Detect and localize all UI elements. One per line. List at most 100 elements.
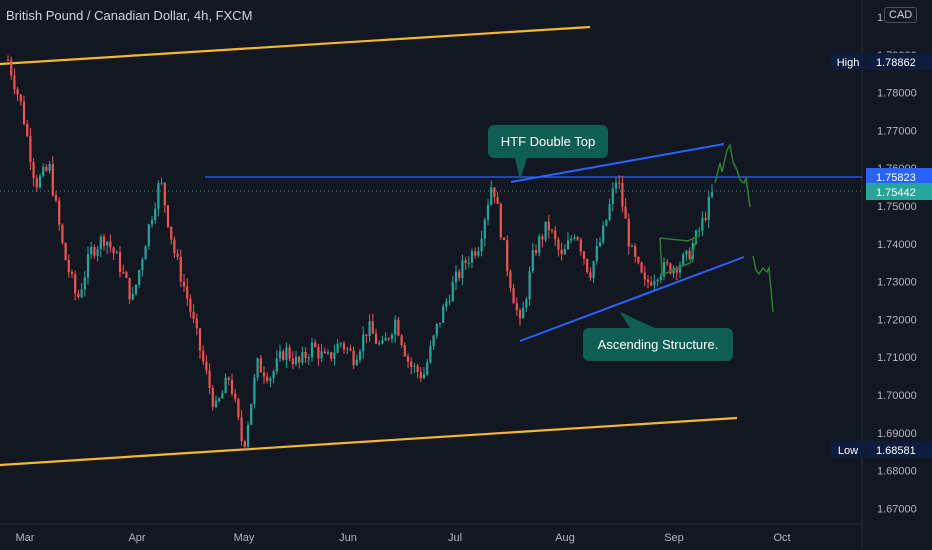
last-value: 1.75442 <box>876 187 916 199</box>
candle-down <box>541 236 544 240</box>
price-tick-label: 1.73000 <box>877 277 917 289</box>
candle-up <box>445 301 448 307</box>
candle-down <box>6 60 10 62</box>
candle-down <box>230 379 234 394</box>
candle-up <box>48 163 51 171</box>
time-tick-label: Jun <box>339 532 357 544</box>
candle-down <box>512 287 515 304</box>
candle-up <box>595 246 598 262</box>
candle-up <box>42 166 45 176</box>
lower-structure-line[interactable] <box>519 256 745 342</box>
price-tick-label: 1.74000 <box>877 239 917 251</box>
currency-badge[interactable]: CAD <box>884 7 918 23</box>
candle-down <box>237 399 240 418</box>
candle-up <box>381 340 384 344</box>
candle-up <box>566 240 570 250</box>
candle-down <box>371 321 374 334</box>
candle-down <box>179 256 182 282</box>
candle-down <box>342 343 346 350</box>
candle-down <box>547 221 550 231</box>
candle-down <box>464 260 467 264</box>
candle-up <box>115 252 118 254</box>
price-tick-label: 1.71000 <box>877 352 917 364</box>
candle-down <box>77 293 80 298</box>
candle-up <box>80 289 83 298</box>
candle-down <box>45 166 48 171</box>
candle-up <box>150 220 154 225</box>
time-axis[interactable]: Mar Apr May Jun Jul Aug Sep Oct <box>16 532 791 544</box>
candle-up <box>538 236 541 254</box>
candle-down <box>266 376 269 381</box>
candle-down <box>32 162 35 179</box>
candle-up <box>131 293 134 300</box>
candle-up <box>141 259 144 271</box>
candle-down <box>211 387 214 407</box>
candle-up <box>525 299 528 308</box>
candle-down <box>192 311 195 319</box>
candle-up <box>144 246 147 260</box>
candle-up <box>339 343 342 345</box>
candle-up <box>138 270 141 285</box>
candle-down <box>240 417 243 441</box>
price-tick-label: 1.78000 <box>877 88 917 100</box>
candle-up <box>451 282 454 302</box>
annotation-double-top-text: HTF Double Top <box>501 134 595 149</box>
candle-up <box>461 260 464 279</box>
candle-up <box>486 204 490 220</box>
price-tick-label: 1.75000 <box>877 201 917 213</box>
candle-up <box>134 284 138 294</box>
annotation-double-top[interactable]: HTF Double Top <box>488 125 608 180</box>
candle-up <box>336 343 339 353</box>
candle-down <box>26 124 29 136</box>
candle-up <box>614 182 618 189</box>
candle-up <box>483 219 486 239</box>
annotation-ascending[interactable]: Ascending Structure. <box>583 312 733 361</box>
time-tick-label: Oct <box>773 532 790 544</box>
price-tick-label: 1.69000 <box>877 428 917 440</box>
candle-down <box>675 267 678 273</box>
candle-down <box>688 250 691 260</box>
candle-up <box>275 358 278 372</box>
candle-up <box>522 307 525 319</box>
candle-up <box>384 338 387 341</box>
upper-channel-line[interactable] <box>0 25 591 66</box>
candle-down <box>67 260 70 273</box>
candle-down <box>579 239 582 252</box>
candle-down <box>624 206 627 219</box>
candle-up <box>698 230 701 232</box>
candle-down <box>163 182 166 206</box>
time-tick-label: May <box>234 532 255 544</box>
time-tick-label: Mar <box>16 532 35 544</box>
candle-up <box>528 271 531 300</box>
consolidation-pattern <box>659 234 699 277</box>
candle-up <box>573 237 576 239</box>
candle-up <box>678 264 682 273</box>
chart-title: British Pound / Canadian Dollar, 4h, FXC… <box>6 8 253 23</box>
candle-down <box>374 333 378 344</box>
candle-up <box>285 347 288 360</box>
candle-down <box>259 358 262 373</box>
lower-channel-line[interactable] <box>0 416 738 467</box>
candle-down <box>621 182 624 207</box>
candle-down <box>416 365 419 373</box>
annotation-box <box>488 125 608 158</box>
candle-down <box>400 335 403 346</box>
candle-up <box>570 238 573 241</box>
candle-up <box>598 242 602 247</box>
candle-up <box>346 348 349 350</box>
low-label-bg <box>831 441 865 458</box>
candle-down <box>112 247 115 254</box>
upper-structure-line[interactable] <box>510 143 725 183</box>
candle-down <box>298 356 301 363</box>
candle-up <box>83 277 86 290</box>
candle-up <box>477 251 480 256</box>
candle-down <box>365 334 368 336</box>
candle-up <box>454 271 458 283</box>
candle-up <box>442 306 445 323</box>
candle-down <box>102 236 106 246</box>
candle-down <box>288 347 291 359</box>
candle-down <box>704 217 707 221</box>
candle-up <box>653 281 656 286</box>
candle-up <box>147 224 150 247</box>
